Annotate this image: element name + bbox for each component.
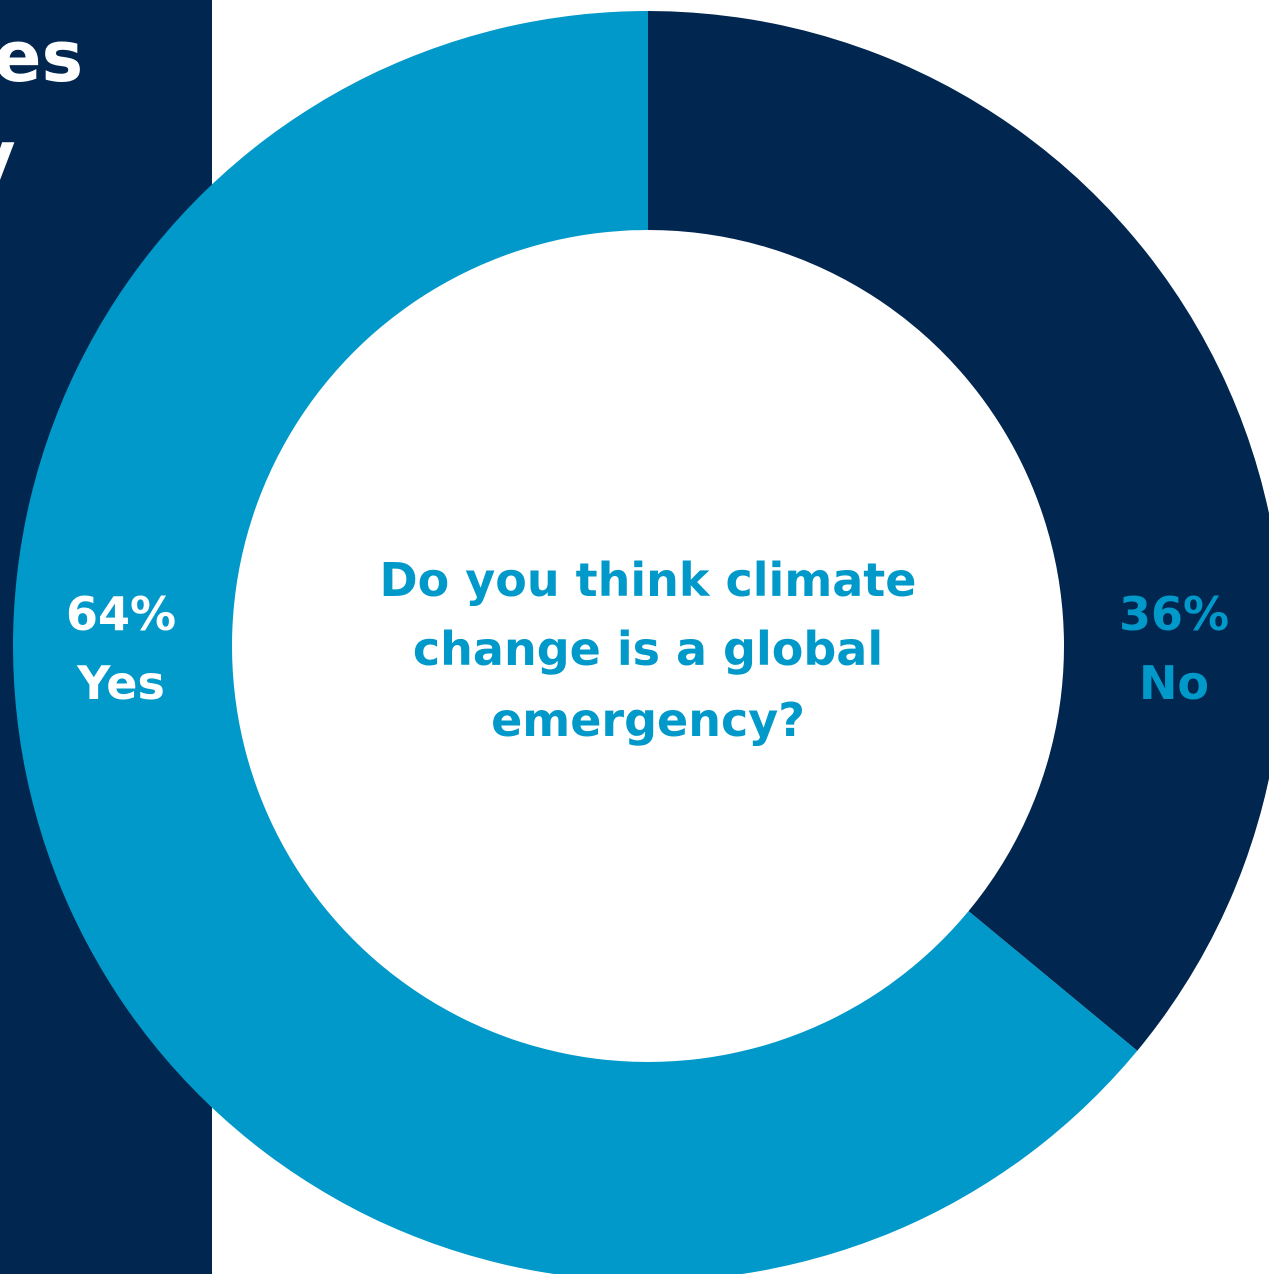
slice-yes	[13, 11, 1138, 1274]
yes-name-label: Yes	[76, 656, 165, 710]
question-line-3: emergency?	[491, 693, 805, 747]
side-panel-text-line-1: es	[0, 16, 84, 98]
donut-slices	[13, 11, 1269, 1274]
yes-percent-label: 64%	[66, 587, 176, 641]
no-percent-label: 36%	[1119, 587, 1229, 641]
question-line-1: Do you think climate	[380, 553, 917, 607]
slice-no	[648, 11, 1269, 1051]
side-panel-text-line-2: y	[0, 122, 16, 192]
no-name-label: No	[1139, 656, 1209, 710]
question-line-2: change is a global	[413, 622, 883, 676]
slice-labels: 36% No 64% Yes	[66, 587, 1229, 710]
donut-center-question: Do you think climate change is a global …	[380, 553, 917, 747]
